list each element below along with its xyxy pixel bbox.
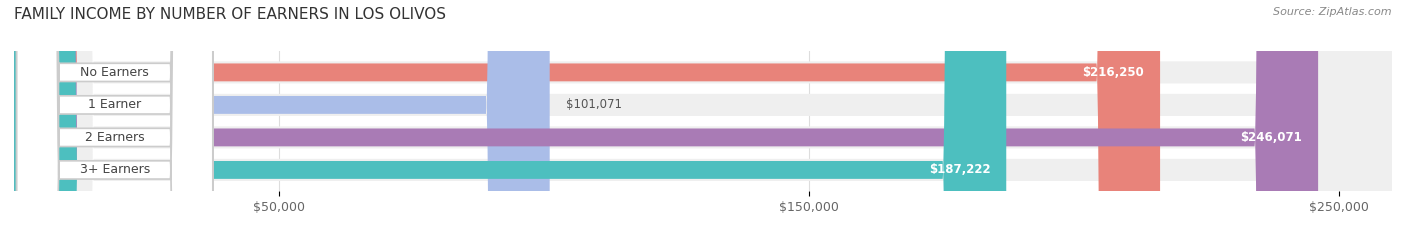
Text: 1 Earner: 1 Earner <box>89 98 142 111</box>
FancyBboxPatch shape <box>17 0 212 233</box>
FancyBboxPatch shape <box>17 0 212 233</box>
Text: FAMILY INCOME BY NUMBER OF EARNERS IN LOS OLIVOS: FAMILY INCOME BY NUMBER OF EARNERS IN LO… <box>14 7 446 22</box>
FancyBboxPatch shape <box>14 0 1317 233</box>
FancyBboxPatch shape <box>14 0 1392 233</box>
FancyBboxPatch shape <box>14 0 1160 233</box>
FancyBboxPatch shape <box>14 0 1392 233</box>
Text: Source: ZipAtlas.com: Source: ZipAtlas.com <box>1274 7 1392 17</box>
FancyBboxPatch shape <box>14 0 1007 233</box>
Text: No Earners: No Earners <box>80 66 149 79</box>
Text: 3+ Earners: 3+ Earners <box>80 163 150 176</box>
Text: $246,071: $246,071 <box>1240 131 1302 144</box>
Text: $216,250: $216,250 <box>1083 66 1144 79</box>
Text: $187,222: $187,222 <box>929 163 990 176</box>
FancyBboxPatch shape <box>14 0 550 233</box>
FancyBboxPatch shape <box>17 0 212 233</box>
Text: 2 Earners: 2 Earners <box>84 131 145 144</box>
FancyBboxPatch shape <box>14 0 1392 233</box>
FancyBboxPatch shape <box>17 0 212 233</box>
Text: $101,071: $101,071 <box>565 98 621 111</box>
FancyBboxPatch shape <box>14 0 1392 233</box>
